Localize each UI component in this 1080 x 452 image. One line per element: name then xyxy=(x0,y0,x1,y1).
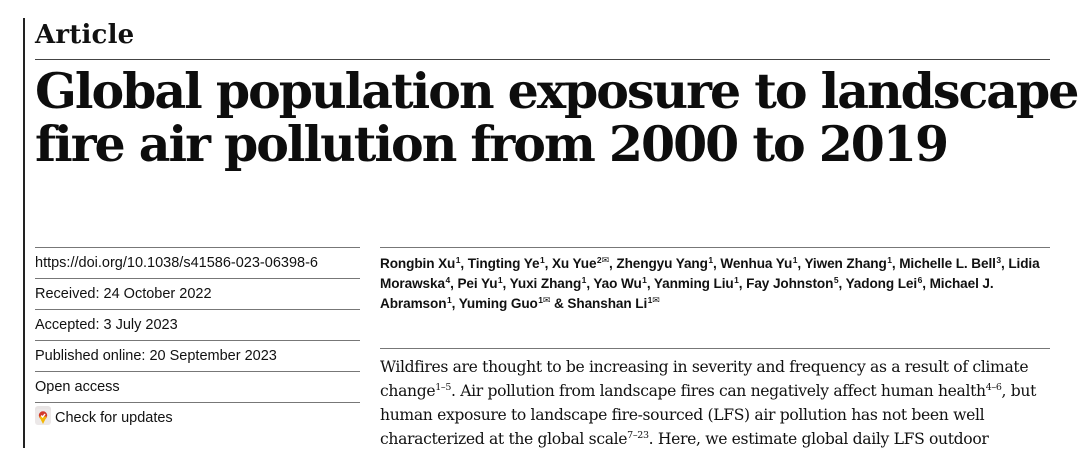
author-affiliation: 5 xyxy=(833,275,839,285)
author-name[interactable]: Xu Yue2✉ xyxy=(551,255,610,272)
mail-icon[interactable]: ✉ xyxy=(542,295,551,305)
author-affiliation: 4 xyxy=(445,275,451,285)
received-date: Received: 24 October 2022 xyxy=(35,278,360,309)
author-name[interactable]: Zhengyu Yang1 xyxy=(616,255,713,271)
author-affiliation: 1 xyxy=(887,255,892,265)
author-name[interactable]: Michelle L. Bell3 xyxy=(899,255,1001,271)
author-name[interactable]: Fay Johnston5 xyxy=(746,275,839,291)
mail-icon[interactable]: ✉ xyxy=(601,255,610,265)
author-affiliation: 1 xyxy=(497,275,503,285)
author-affiliation: 6 xyxy=(917,275,923,285)
author-name[interactable]: Shanshan Li1✉ xyxy=(567,295,660,312)
author-affiliation: 1 xyxy=(734,275,739,285)
author-name[interactable]: Yuxi Zhang1 xyxy=(509,275,587,291)
mail-icon[interactable]: ✉ xyxy=(652,295,660,305)
author-affiliation: 1 xyxy=(455,255,461,265)
author-name[interactable]: Yuming Guo1✉ xyxy=(458,295,551,312)
article-type-label: Article xyxy=(35,20,135,50)
author-affiliation: 1 xyxy=(792,255,798,265)
abstract-text: Wildfires are thought to be increasing i… xyxy=(380,358,1037,448)
author-name[interactable]: Rongbin Xu1 xyxy=(380,255,461,271)
article-metadata: https://doi.org/10.1038/s41586-023-06398… xyxy=(35,247,360,434)
open-access-label: Open access xyxy=(35,371,360,402)
citation-ref[interactable]: 1–5 xyxy=(435,382,452,393)
author-affiliation: 1 xyxy=(539,255,545,265)
title-line-1: Global population exposure to landscape xyxy=(35,62,1079,120)
title-divider xyxy=(35,59,1050,60)
abstract-divider xyxy=(380,348,1050,349)
author-name[interactable]: Tingting Ye1 xyxy=(467,255,545,271)
author-affiliation: 1 xyxy=(642,275,647,285)
doi-link[interactable]: https://doi.org/10.1038/s41586-023-06398… xyxy=(35,247,360,278)
citation-ref[interactable]: 4–6 xyxy=(985,382,1002,393)
published-date: Published online: 20 September 2023 xyxy=(35,340,360,371)
author-affiliation: 1 xyxy=(446,295,452,305)
author-name[interactable]: Yadong Lei6 xyxy=(845,275,923,291)
author-name[interactable]: Wenhua Yu1 xyxy=(720,255,798,271)
author-affiliation: 1 xyxy=(708,255,713,265)
author-affiliation: 1✉ xyxy=(647,295,660,305)
author-list: Rongbin Xu1, Tingting Ye1, Xu Yue2✉, Zhe… xyxy=(380,247,1050,314)
paper-title: Global population exposure to landscape … xyxy=(35,62,1079,173)
author-affiliation: 3 xyxy=(996,255,1001,265)
author-affiliation: 1✉ xyxy=(538,295,551,305)
title-line-2: fire air pollution from 2000 to 2019 xyxy=(35,115,949,173)
author-name[interactable]: Michael J. Abramson1 xyxy=(380,276,994,311)
author-affiliation: 2✉ xyxy=(596,255,610,265)
author-name[interactable]: Pei Yu1 xyxy=(457,275,503,291)
check-for-updates-button[interactable]: Check for updates xyxy=(35,402,360,434)
check-for-updates-label: Check for updates xyxy=(55,410,173,426)
author-name[interactable]: Yao Wu1 xyxy=(593,275,647,291)
author-name[interactable]: Yiwen Zhang1 xyxy=(804,255,892,271)
left-margin-rule xyxy=(23,18,25,448)
author-affiliation: 1 xyxy=(581,275,587,285)
accepted-date: Accepted: 3 July 2023 xyxy=(35,309,360,340)
author-name[interactable]: Yanming Liu1 xyxy=(653,275,739,291)
citation-ref[interactable]: 7–23 xyxy=(627,430,649,441)
author-name[interactable]: Lidia Morawska4 xyxy=(380,256,1040,291)
crossmark-icon xyxy=(35,406,51,425)
